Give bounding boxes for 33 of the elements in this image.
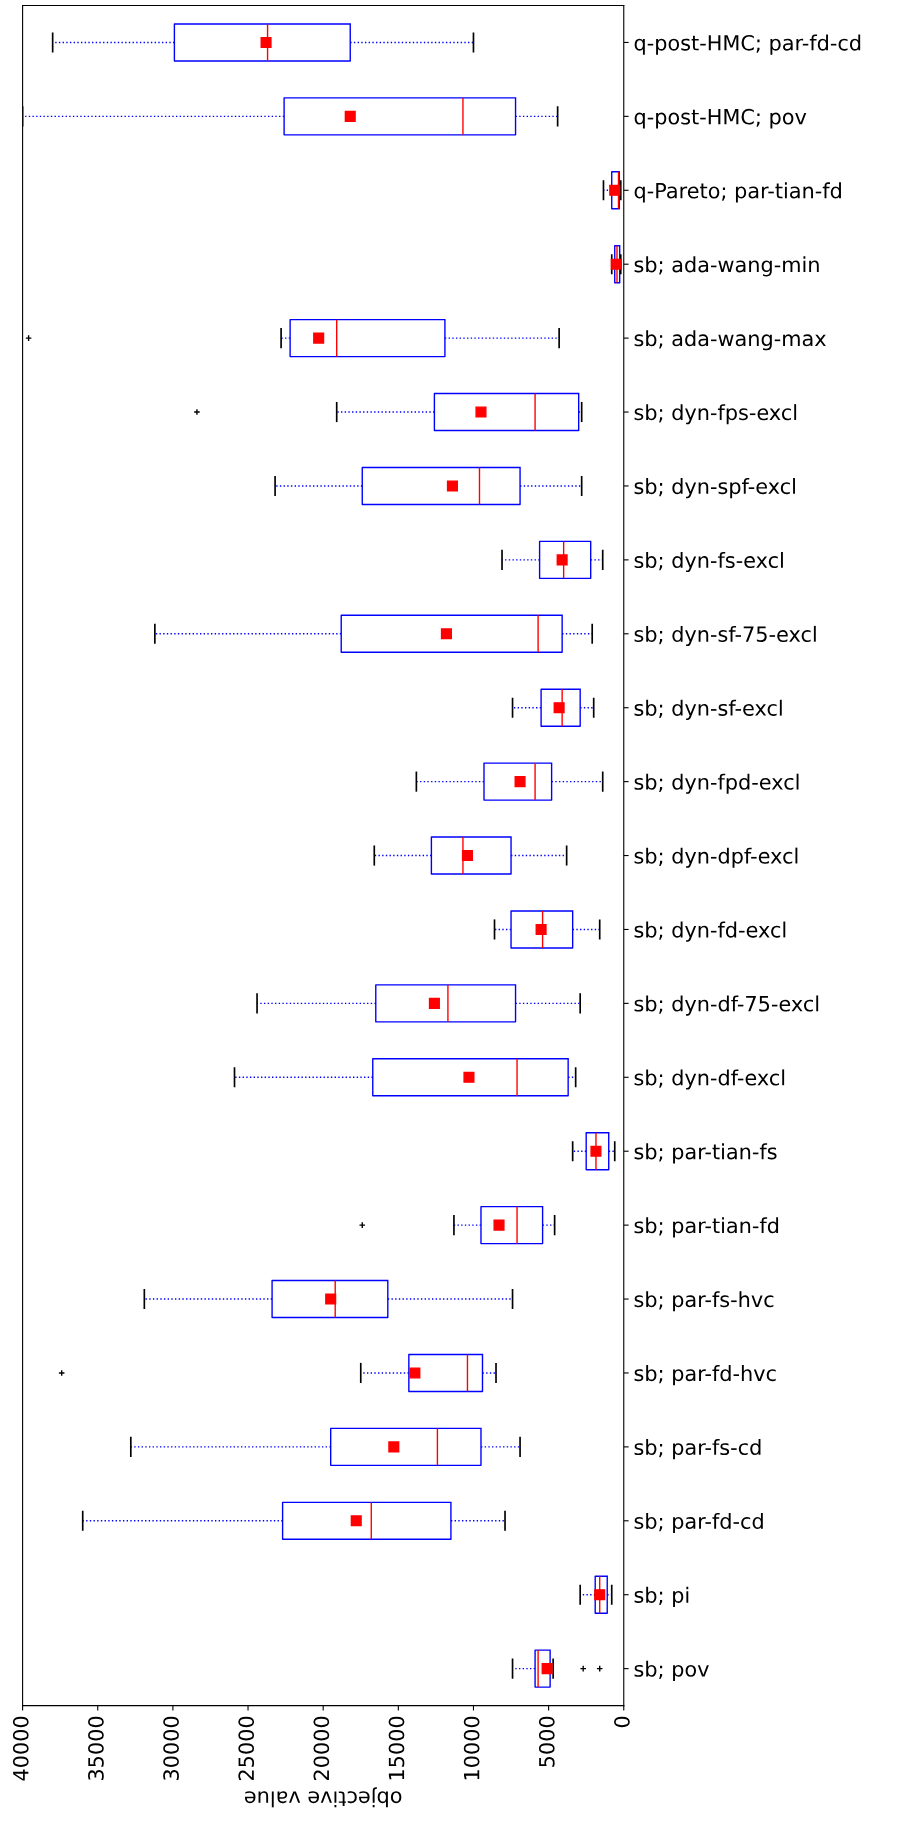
y-tick-label: sb; par-tian-fs (634, 1143, 777, 1164)
x-tick-label: 25000 (238, 1716, 255, 1781)
y-tick-label: sb; par-fd-cd (634, 1512, 763, 1534)
y-tick-label: sb; dyn-fpd-excl (634, 773, 799, 794)
x-tick-label: 5000 (538, 1716, 555, 1767)
y-tick-label: sb; dyn-df-excl (634, 1069, 785, 1090)
x-tick-label: 0 (614, 1716, 630, 1728)
y-tick-label: sb; par-fd-hvc (634, 1365, 776, 1386)
y-tick-label: sb; dyn-fs-excl (634, 551, 783, 573)
y-tick-label: sb; dyn-sf-excl (634, 699, 782, 720)
y-tick-label: q-post-HMC; par-fd-cd (634, 34, 861, 55)
y-tick-label: sb; dyn-fps-excl (634, 404, 797, 425)
y-tick-label: sb; pov (634, 1660, 709, 1681)
x-tick-label: 40000 (12, 1716, 29, 1781)
y-tick-label: sb; ada-wang-max (634, 330, 826, 351)
y-tick-label: sb; dyn-sf-75-excl (634, 625, 816, 647)
y-tick-label: sb; dyn-fd-excl (634, 921, 786, 942)
y-tick-label: sb; pi (634, 1586, 689, 1607)
y-tick-label: q-post-HMC; pov (634, 108, 807, 129)
y-tick-label: sb; par-fs-cd (634, 1438, 761, 1460)
y-tick-label: sb; dyn-dpf-excl (634, 847, 798, 868)
x-tick-label: 30000 (163, 1716, 179, 1780)
y-tick-label: q-Pareto; par-tian-fd (634, 182, 841, 203)
y-tick-label: sb; dyn-spf-excl (634, 478, 795, 499)
y-tick-label: sb; par-tian-fd (634, 1217, 779, 1238)
x-tick-label: 15000 (388, 1716, 405, 1780)
y-tick-label: sb; par-fs-hvc (634, 1291, 774, 1312)
x-tick-label: 35000 (88, 1716, 104, 1780)
x-axis-title: objective value (244, 1787, 402, 1808)
y-tick-label: sb; ada-wang-min (634, 256, 819, 277)
x-tick-label: 20000 (313, 1716, 330, 1781)
x-tick-label: 10000 (463, 1716, 480, 1780)
y-tick-label: sb; dyn-df-75-excl (634, 995, 819, 1016)
